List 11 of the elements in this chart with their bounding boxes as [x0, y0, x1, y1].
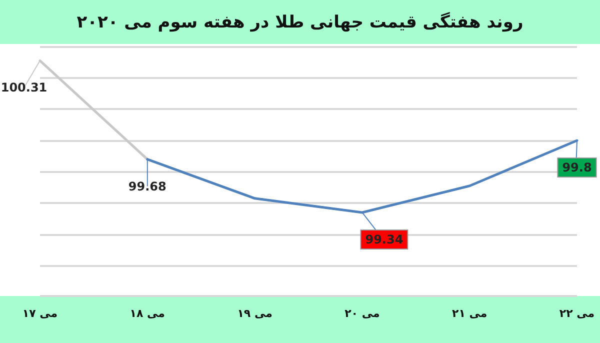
data-label: 99.68	[128, 179, 166, 194]
data-label: 99.8	[562, 160, 592, 174]
x-tick-label: ۲۲ می	[559, 307, 595, 320]
x-tick-label: ۱۹ می	[237, 307, 272, 320]
data-label: 100.31	[0, 80, 48, 95]
x-tick-label: ۱۸ می	[130, 307, 166, 320]
x-tick-label: ۲۰ می	[344, 307, 380, 320]
data-label: 99.34	[365, 232, 404, 246]
chart-title: روند هفتگی قیمت جهانی طلا در هفته سوم می ۲۰۲۰	[76, 12, 524, 32]
x-tick-label: ۲۱ می	[452, 307, 488, 320]
x-tick-label: ۱۷ می	[22, 307, 58, 320]
